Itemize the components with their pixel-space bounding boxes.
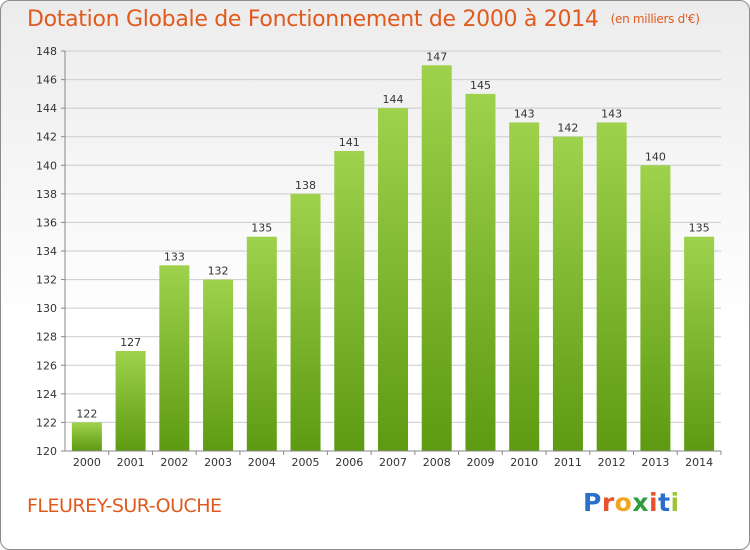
logo-letter: P [583, 488, 602, 517]
bar-2012 [596, 122, 627, 451]
bar-2009 [465, 93, 496, 451]
value-label: 133 [164, 250, 185, 263]
bar-2010 [509, 122, 540, 451]
value-label: 132 [208, 265, 229, 278]
y-tick-label: 126 [36, 359, 57, 372]
value-label: 144 [383, 93, 404, 106]
x-tick-label: 2006 [335, 456, 363, 469]
x-tick-label: 2014 [685, 456, 713, 469]
value-label: 135 [251, 222, 272, 235]
bar-2005 [290, 193, 321, 451]
value-label: 140 [645, 150, 666, 163]
logo-letter: i [670, 488, 680, 517]
value-label: 122 [76, 407, 97, 420]
y-tick-label: 130 [36, 302, 57, 315]
x-tick-label: 2007 [379, 456, 407, 469]
bar-2011 [552, 136, 583, 451]
value-label: 143 [601, 107, 622, 120]
y-tick-label: 138 [36, 188, 57, 201]
bar-2004 [246, 236, 277, 451]
x-tick-label: 2004 [248, 456, 276, 469]
y-tick-label: 146 [36, 74, 57, 87]
x-tick-label: 2003 [204, 456, 232, 469]
bar-2006 [334, 151, 365, 451]
logo-letter: i [649, 488, 659, 517]
value-label: 135 [689, 222, 710, 235]
logo-letter: t [658, 488, 671, 517]
value-label: 145 [470, 79, 491, 92]
x-tick-label: 2000 [73, 456, 101, 469]
x-tick-label: 2013 [641, 456, 669, 469]
value-label: 138 [295, 179, 316, 192]
y-tick-label: 142 [36, 131, 57, 144]
y-tick-label: 144 [36, 102, 57, 115]
x-tick-label: 2010 [510, 456, 538, 469]
value-label: 142 [557, 122, 578, 135]
x-tick-label: 2011 [554, 456, 582, 469]
bar-2014 [684, 236, 715, 451]
bar-2001 [115, 351, 146, 451]
x-tick-label: 2012 [598, 456, 626, 469]
bar-2003 [203, 279, 234, 451]
y-tick-label: 136 [36, 216, 57, 229]
bar-2008 [421, 65, 452, 452]
value-label: 143 [514, 107, 535, 120]
logo-letter: o [614, 488, 633, 517]
y-tick-label: 148 [36, 45, 57, 58]
proxiti-logo: Proxiti [583, 488, 680, 517]
y-tick-label: 132 [36, 274, 57, 287]
logo-letter: r [601, 488, 615, 517]
x-tick-label: 2001 [117, 456, 145, 469]
y-tick-label: 120 [36, 445, 57, 458]
bar-2000 [71, 422, 102, 451]
y-tick-label: 140 [36, 159, 57, 172]
logo-letter: x [632, 488, 649, 517]
chart-title: Dotation Globale de Fonctionnement de 20… [27, 7, 700, 32]
y-tick-label: 128 [36, 331, 57, 344]
x-tick-label: 2002 [160, 456, 188, 469]
value-label: 141 [339, 136, 360, 149]
y-tick-label: 124 [36, 388, 57, 401]
y-tick-label: 122 [36, 416, 57, 429]
bar-2002 [159, 265, 190, 451]
x-tick-label: 2008 [423, 456, 451, 469]
value-label: 127 [120, 336, 141, 349]
commune-name: FLEUREY-SUR-OUCHE [27, 495, 222, 517]
x-tick-label: 2005 [292, 456, 320, 469]
x-tick-label: 2009 [466, 456, 494, 469]
bar-2007 [378, 108, 408, 452]
title-text: Dotation Globale de Fonctionnement de 20… [27, 7, 599, 32]
y-tick-label: 134 [36, 245, 57, 258]
value-label: 147 [426, 50, 447, 63]
bar-2013 [640, 165, 671, 452]
unit-note: (en milliers d'€) [610, 12, 700, 26]
